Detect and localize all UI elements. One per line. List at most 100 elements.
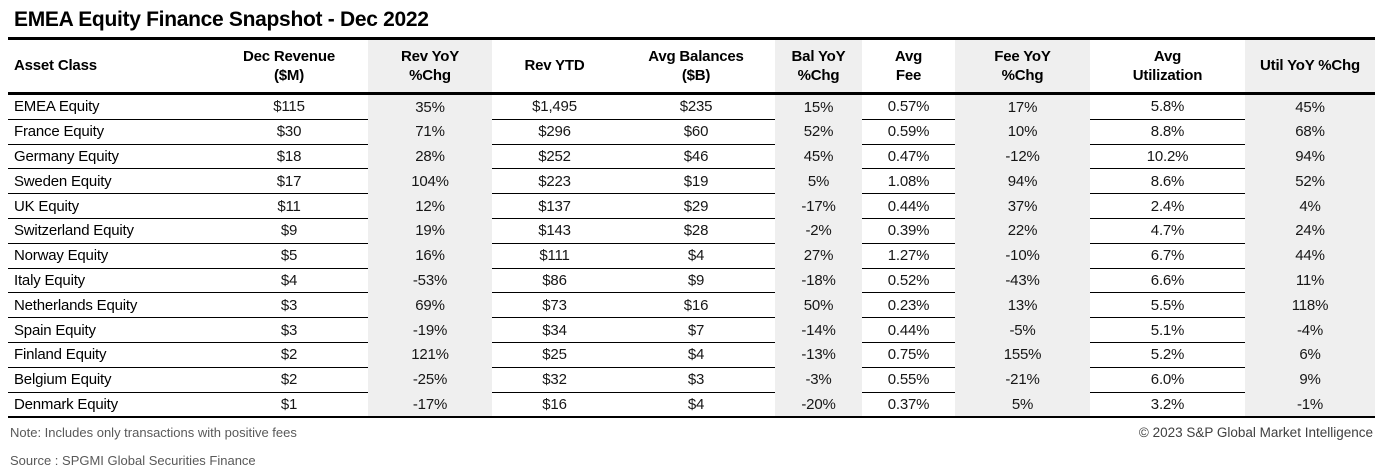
- cell: -17%: [775, 193, 862, 219]
- cell: 5.2%: [1090, 342, 1245, 368]
- source-text: Source : SPGMI Global Securities Finance: [10, 453, 256, 469]
- cell: 28%: [368, 144, 492, 169]
- cell: $16: [617, 292, 775, 319]
- cell: $3: [210, 317, 368, 343]
- cell: -14%: [775, 317, 862, 343]
- cell: 4.7%: [1090, 218, 1245, 244]
- cell: 37%: [955, 193, 1090, 219]
- col-header-dec-revenue: Dec Revenue ($M): [210, 40, 368, 95]
- cell: -19%: [368, 317, 492, 343]
- footer: Note: Includes only transactions with po…: [8, 425, 1375, 468]
- asset-class-cell: Netherlands Equity: [8, 292, 210, 319]
- cell: $1,495: [492, 93, 617, 120]
- table-row: Switzerland Equity $9 19% $143 $28 -2% 0.39% 2…: [8, 218, 1375, 244]
- cell: -20%: [775, 392, 862, 419]
- col-header-bal-yoy: Bal YoY %Chg: [775, 40, 862, 95]
- cell: 121%: [368, 342, 492, 368]
- cell: 2.4%: [1090, 193, 1245, 219]
- cell: $4: [617, 243, 775, 269]
- cell: $252: [492, 144, 617, 170]
- cell: 0.55%: [862, 367, 955, 393]
- cell: 104%: [368, 168, 492, 194]
- cell: $3: [617, 367, 775, 393]
- cell: 5.1%: [1090, 317, 1245, 343]
- cell: 6%: [1245, 342, 1375, 368]
- cell: 22%: [955, 218, 1090, 244]
- cell: -12%: [955, 144, 1090, 169]
- cell: $4: [617, 342, 775, 368]
- cell: $32: [492, 367, 617, 393]
- header-line: Fee: [895, 67, 922, 84]
- cell: 10%: [955, 119, 1090, 145]
- cell: 0.57%: [862, 93, 955, 120]
- table-row: Italy Equity $4 -53% $86 $9 -18% 0.52% -43% 6.6…: [8, 268, 1375, 294]
- table-row: EMEA Equity $115 35% $1,495 $235 15% 0.57% 17%…: [8, 93, 1375, 120]
- cell: -10%: [955, 243, 1090, 269]
- asset-class-cell: EMEA Equity: [8, 93, 210, 120]
- table-row: Norway Equity $5 16% $111 $4 27% 1.27% -10% 6.7…: [8, 243, 1375, 269]
- cell: 44%: [1245, 243, 1375, 269]
- table-header: Asset Class Dec Revenue ($M) Rev YoY %Chg …: [8, 40, 1375, 95]
- cell: $4: [617, 392, 775, 419]
- cell: -4%: [1245, 317, 1375, 343]
- cell: 8.6%: [1090, 168, 1245, 195]
- cell: 10.2%: [1090, 144, 1245, 170]
- cell: $3: [210, 292, 368, 319]
- cell: 52%: [1245, 168, 1375, 194]
- cell: 68%: [1245, 119, 1375, 145]
- cell: 0.44%: [862, 317, 955, 343]
- cell: 5.8%: [1090, 93, 1245, 120]
- table-row: Spain Equity $3 -19% $34 $7 -14% 0.44% -5% 5.1%…: [8, 317, 1375, 343]
- cell: $2: [210, 342, 368, 368]
- cell: 15%: [775, 93, 862, 120]
- cell: $28: [617, 218, 775, 244]
- cell: -1%: [1245, 392, 1375, 419]
- cell: $9: [210, 218, 368, 244]
- table-row: UK Equity $11 12% $137 $29 -17% 0.44% 37% 2.4% 4…: [8, 193, 1375, 219]
- cell: 4%: [1245, 193, 1375, 219]
- cell: 0.39%: [862, 218, 955, 244]
- header-line: ($B): [681, 67, 711, 84]
- asset-class-cell: France Equity: [8, 119, 210, 145]
- cell: 12%: [368, 193, 492, 219]
- asset-class-cell: Sweden Equity: [8, 168, 210, 195]
- cell: $34: [492, 317, 617, 343]
- col-header-fee-yoy: Fee YoY %Chg: [955, 40, 1090, 95]
- page-title: EMEA Equity Finance Snapshot - Dec 2022: [8, 7, 1375, 40]
- col-header-avg-utilization: Avg Utilization: [1090, 40, 1245, 95]
- cell: 24%: [1245, 218, 1375, 244]
- cell: 11%: [1245, 268, 1375, 293]
- cell: -17%: [368, 392, 492, 419]
- header-line: Util YoY %Chg: [1260, 57, 1360, 75]
- table-row: France Equity $30 71% $296 $60 52% 0.59% 10% 8.…: [8, 119, 1375, 145]
- col-header-rev-ytd: Rev YTD: [492, 40, 617, 95]
- asset-class-cell: Italy Equity: [8, 268, 210, 294]
- cell: $30: [210, 119, 368, 145]
- cell: 5.5%: [1090, 292, 1245, 319]
- cell: 16%: [368, 243, 492, 269]
- header-line: Rev YTD: [524, 57, 585, 75]
- cell: 50%: [775, 292, 862, 318]
- footnotes: Note: Includes only transactions with po…: [8, 425, 297, 468]
- cell: $17: [210, 168, 368, 195]
- header-line: Fee YoY: [994, 47, 1051, 65]
- cell: 5%: [955, 392, 1090, 419]
- cell: $1: [210, 392, 368, 419]
- cell: $143: [492, 218, 617, 244]
- cell: 45%: [1245, 93, 1375, 120]
- equity-finance-table: Asset Class Dec Revenue ($M) Rev YoY %Chg …: [8, 40, 1375, 419]
- cell: $7: [617, 317, 775, 343]
- col-header-avg-fee: Avg Fee: [862, 40, 955, 95]
- cell: 6.0%: [1090, 367, 1245, 393]
- header-line: %Chg: [1001, 67, 1044, 84]
- cell: 94%: [955, 168, 1090, 194]
- cell: $235: [617, 93, 775, 120]
- cell: $60: [617, 119, 775, 145]
- cell: -25%: [368, 367, 492, 393]
- cell: $16: [492, 392, 617, 419]
- cell: -18%: [775, 268, 862, 293]
- cell: 6.7%: [1090, 243, 1245, 269]
- table-row: Denmark Equity $1 -17% $16 $4 -20% 0.37% 5% 3.2…: [8, 392, 1375, 419]
- cell: 0.44%: [862, 193, 955, 219]
- cell: $137: [492, 193, 617, 219]
